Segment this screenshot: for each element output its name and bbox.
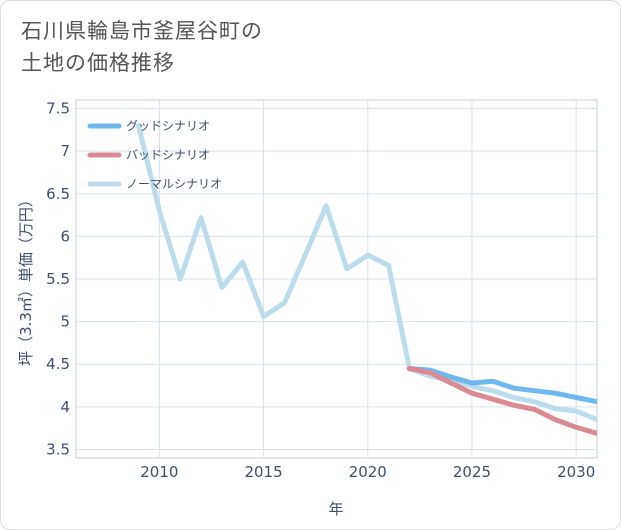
tick-labels: 3.5 4 4.5 5 5.5 6 6.5 7 7.5 2010 2015 2020 2025 2030 — [46, 100, 595, 481]
series-line-2 — [136, 123, 597, 423]
chart-title-line-1: 石川県輪島市釜屋谷町の — [21, 19, 263, 43]
chart-title: 石川県輪島市釜屋谷町の 土地の価格推移 — [21, 15, 581, 79]
y-tick-label: 4.5 — [46, 355, 70, 373]
y-tick-label: 5 — [60, 313, 70, 331]
x-tick-label: 2010 — [140, 463, 178, 481]
series-lines — [136, 123, 597, 436]
y-tick-label: 3.5 — [46, 440, 70, 458]
y-tick-label: 4 — [60, 398, 70, 416]
y-tick-label: 6 — [60, 227, 70, 245]
x-tick-label: 2025 — [453, 463, 491, 481]
legend-item-0[interactable]: グッドシナリオ — [87, 119, 210, 133]
y-tick-label: 5.5 — [46, 270, 70, 288]
legend-label: バッドシナリオ — [126, 148, 210, 162]
series-line-1 — [406, 366, 597, 436]
y-axis-label: 坪（3.3㎡）単価（万円） — [17, 192, 35, 366]
x-tick-label: 2015 — [244, 463, 282, 481]
y-tick-label: 7.5 — [46, 100, 70, 118]
x-tick-label: 2020 — [349, 463, 387, 481]
x-axis-label: 年 — [328, 500, 343, 518]
x-tick-label: 2030 — [557, 463, 595, 481]
legend-item-1[interactable]: バッドシナリオ — [87, 148, 210, 162]
chart-title-line-2: 土地の価格推移 — [21, 51, 175, 75]
y-tick-label: 6.5 — [46, 185, 70, 203]
y-tick-label: 7 — [60, 142, 70, 160]
legend-label: グッドシナリオ — [126, 119, 210, 133]
legend-label: ノーマルシナリオ — [126, 177, 222, 191]
series-line-0 — [406, 366, 597, 405]
legend-item-2[interactable]: ノーマルシナリオ — [87, 177, 222, 191]
